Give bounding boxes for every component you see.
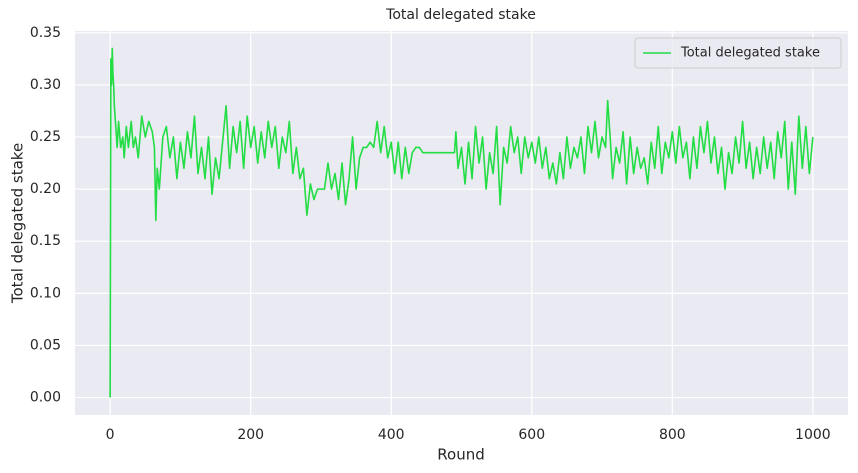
- y-tick-label: 0.00: [30, 390, 61, 406]
- chart-title: Total delegated stake: [385, 7, 536, 23]
- x-tick-label: 800: [659, 427, 686, 443]
- legend: Total delegated stake: [634, 37, 842, 69]
- x-tick-label: 400: [378, 427, 405, 443]
- y-tick-label: 0.15: [30, 233, 61, 249]
- x-tick-label: 200: [237, 427, 264, 443]
- legend-label: Total delegated stake: [680, 46, 820, 61]
- x-axis-label: Round: [437, 446, 484, 464]
- y-tick-label: 0.35: [30, 25, 61, 41]
- x-tick-label: 0: [106, 427, 115, 443]
- y-axis-label: Total delegated stake: [9, 143, 27, 304]
- y-tick-label: 0.20: [30, 181, 61, 197]
- legend-box: [634, 37, 842, 69]
- y-tick-label: 0.25: [30, 129, 61, 145]
- y-tick-label: 0.30: [30, 77, 61, 93]
- data-line: [109, 47, 814, 398]
- y-tick-label: 0.10: [30, 285, 61, 301]
- x-tick-label: 600: [518, 427, 545, 443]
- y-tick-label: 0.05: [30, 337, 61, 353]
- x-tick-label: 1000: [795, 427, 831, 443]
- plot-area: [75, 31, 848, 415]
